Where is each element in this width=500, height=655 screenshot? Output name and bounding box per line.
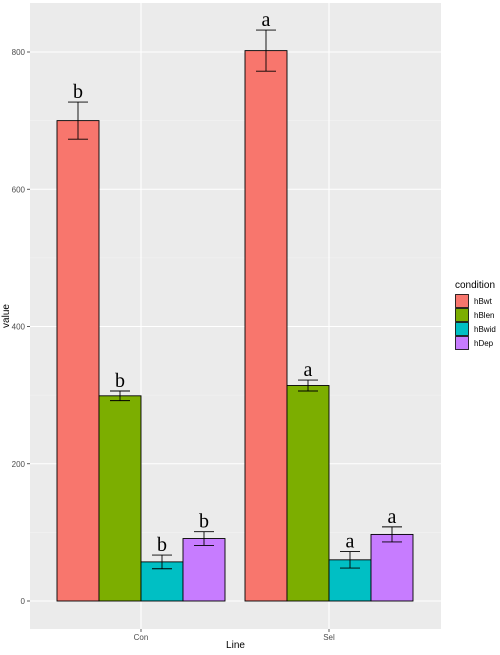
legend-key-hDep (455, 336, 469, 350)
bar-hBwt-Con (56, 120, 100, 602)
significance-label: a (304, 359, 313, 381)
y-axis: 0 200 400 600 800 (12, 48, 30, 606)
y-tick-label: 800 (12, 48, 26, 57)
significance-label: a (388, 506, 397, 528)
bar-hDep-Sel (370, 533, 414, 602)
x-axis-title: Line (226, 640, 245, 651)
significance-label: b (115, 370, 125, 392)
legend-title: condition (455, 280, 495, 291)
significance-label: b (199, 511, 209, 533)
legend-key-hBlen (455, 308, 469, 322)
error-bars (68, 29, 402, 570)
bar-hBlen-Con (98, 395, 142, 602)
legend-label-hBlen: hBlen (474, 311, 494, 320)
legend-key-hBwid (455, 322, 469, 336)
x-tick-label: Con (134, 633, 149, 642)
significance-labels: b a b a b a b a (73, 9, 397, 556)
legend-label-hBwid: hBwid (474, 325, 496, 334)
legend-key-hBwt (455, 294, 469, 308)
x-axis: Con Sel (134, 629, 335, 642)
significance-label: a (262, 9, 271, 31)
y-tick-label: 0 (21, 597, 26, 606)
bar-hBwt-Sel (244, 50, 288, 602)
y-tick-label: 400 (12, 323, 26, 332)
x-tick-label: Sel (323, 633, 335, 642)
bars (56, 50, 414, 602)
y-tick-label: 200 (12, 460, 26, 469)
legend-label-hBwt: hBwt (474, 297, 493, 306)
significance-label: a (346, 531, 355, 553)
legend-label-hDep: hDep (474, 339, 494, 348)
bar-hDep-Con (182, 538, 226, 602)
significance-label: b (73, 81, 83, 103)
y-tick-label: 600 (12, 185, 26, 194)
significance-label: b (157, 534, 167, 556)
bar-hBlen-Sel (286, 385, 330, 602)
y-axis-title: value (1, 304, 12, 328)
legend: condition hBwt hBlen hBwid hDep (455, 280, 496, 350)
